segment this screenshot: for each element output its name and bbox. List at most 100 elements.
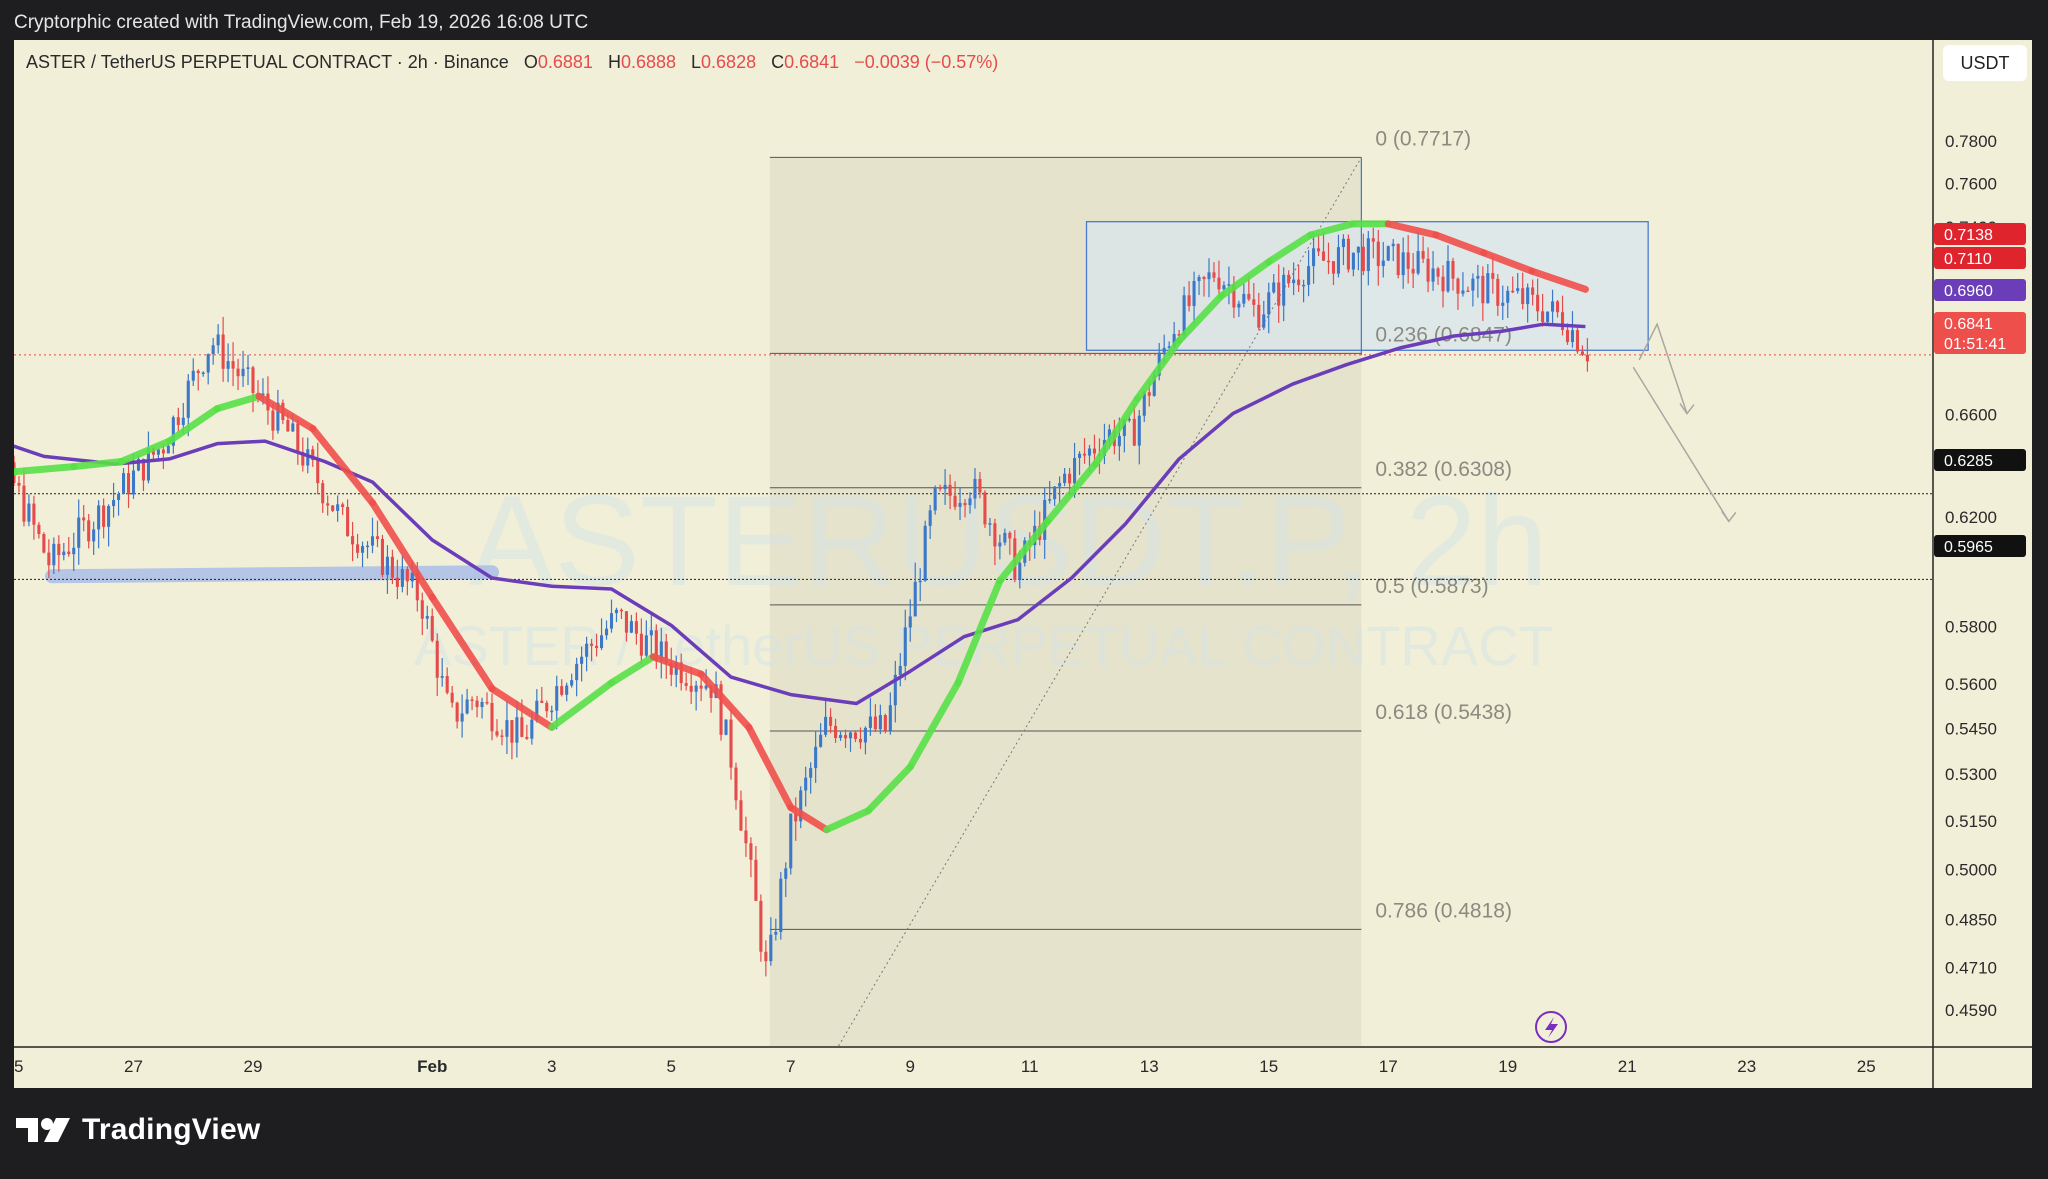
candle-body bbox=[246, 367, 250, 369]
support-zone[interactable] bbox=[45, 565, 499, 584]
candle-body bbox=[1217, 277, 1221, 290]
candle-body bbox=[390, 556, 394, 578]
ma-fast-segment bbox=[787, 803, 831, 834]
candle-body bbox=[296, 423, 300, 452]
open-label: O bbox=[523, 52, 538, 72]
symbol-legend: ASTER / TetherUS PERPETUAL CONTRACT · 2h… bbox=[26, 52, 998, 73]
candle-body bbox=[659, 641, 663, 662]
candle-body bbox=[699, 685, 703, 689]
candle-body bbox=[261, 393, 265, 396]
candle-body bbox=[1292, 279, 1296, 284]
candle-body bbox=[1416, 251, 1420, 274]
time-tick-label: 17 bbox=[1379, 1057, 1398, 1076]
candle-body bbox=[868, 716, 872, 728]
candle-body bbox=[1297, 279, 1301, 286]
candle-body bbox=[1302, 284, 1306, 287]
candle-body bbox=[520, 717, 524, 737]
candle-body bbox=[565, 685, 569, 695]
ma-slow-line bbox=[14, 322, 1586, 706]
attribution-text: Cryptorphic created with TradingView.com… bbox=[14, 12, 589, 33]
price-chart[interactable]: ASTERUSDT.P, 2h ASTER / TetherUS PERPETUA… bbox=[14, 40, 2032, 1088]
candle-body bbox=[1565, 329, 1570, 343]
candle-body bbox=[420, 600, 424, 619]
candle-body bbox=[146, 448, 150, 481]
price-badge-text: 0.7110 bbox=[1944, 251, 1992, 268]
time-tick-label: 25 bbox=[14, 1057, 23, 1076]
lightning-icon[interactable] bbox=[1535, 1011, 1567, 1043]
candle-body bbox=[326, 503, 330, 506]
price-badge-text: 0.7138 bbox=[1944, 227, 1993, 244]
candle-body bbox=[1371, 238, 1375, 242]
candle-body bbox=[809, 768, 813, 778]
candle-body bbox=[1511, 290, 1515, 293]
candle-body bbox=[1570, 330, 1575, 343]
candle-body bbox=[1187, 295, 1191, 307]
candle-body bbox=[968, 498, 972, 506]
candle-body bbox=[540, 700, 544, 703]
candle-body bbox=[1481, 275, 1485, 304]
projection-arrow[interactable] bbox=[1632, 366, 1730, 522]
candle-body bbox=[82, 517, 86, 521]
candle-body bbox=[1058, 483, 1062, 487]
tradingview-logo[interactable]: TradingView bbox=[16, 1113, 260, 1147]
candle-body bbox=[595, 645, 599, 649]
candle-body bbox=[1117, 435, 1121, 447]
chart-panel[interactable]: ASTERUSDT.P, 2h ASTER / TetherUS PERPETUA… bbox=[14, 40, 2032, 1088]
candle-body bbox=[1496, 278, 1500, 306]
candle-body bbox=[1147, 392, 1151, 396]
candle-body bbox=[848, 732, 853, 739]
candle-body bbox=[1471, 278, 1475, 291]
candle-body bbox=[1167, 346, 1171, 348]
candle-body bbox=[206, 354, 210, 373]
change-value: −0.0039 (−0.57%) bbox=[854, 52, 999, 72]
candle-body bbox=[948, 484, 952, 496]
price-badge-countdown: 01:51:41 bbox=[1944, 336, 2006, 353]
candle-body bbox=[131, 470, 136, 495]
time-tick-label: 27 bbox=[124, 1057, 143, 1076]
candle-body bbox=[271, 410, 275, 431]
candle-body bbox=[17, 482, 21, 486]
ma-fast-segment bbox=[954, 577, 1004, 687]
candle-body bbox=[1456, 278, 1460, 294]
price-tick-label: 0.5300 bbox=[1945, 765, 1997, 784]
currency-button[interactable]: USDT bbox=[1943, 45, 2027, 81]
ma-fast-segment bbox=[118, 437, 173, 465]
price-tick-label: 0.5800 bbox=[1945, 617, 1997, 636]
candle-body bbox=[375, 536, 380, 540]
candle-body bbox=[460, 713, 464, 722]
projection-arrow[interactable] bbox=[1638, 322, 1688, 414]
fib-level-label: 0 (0.7717) bbox=[1375, 127, 1471, 150]
ma-fast-segment bbox=[1044, 460, 1099, 525]
candle-body bbox=[794, 813, 798, 822]
candle-body bbox=[545, 702, 549, 712]
candle-body bbox=[1307, 266, 1311, 285]
price-tick-label: 0.5600 bbox=[1945, 675, 1997, 694]
candle-body bbox=[1531, 287, 1535, 295]
candle-body bbox=[57, 543, 61, 556]
lightning-bolt-icon bbox=[1545, 1017, 1558, 1038]
price-badge bbox=[1934, 279, 2026, 301]
candle-body bbox=[843, 735, 848, 739]
candle-body bbox=[161, 449, 165, 454]
candle-body bbox=[1341, 238, 1345, 248]
candle-body bbox=[679, 662, 683, 684]
high-value: 0.6888 bbox=[620, 52, 676, 72]
candle-body bbox=[107, 506, 111, 527]
candle-body bbox=[450, 692, 454, 703]
ma-fast-segment bbox=[1432, 231, 1488, 257]
candle-body bbox=[211, 345, 215, 355]
candle-body bbox=[729, 719, 733, 768]
candle-body bbox=[1555, 301, 1560, 313]
candle-body bbox=[1257, 304, 1261, 328]
candle-body bbox=[1441, 276, 1445, 292]
candle-body bbox=[430, 616, 434, 641]
candle-body bbox=[1491, 273, 1495, 279]
candle-body bbox=[1232, 284, 1236, 308]
candle-body bbox=[405, 569, 409, 582]
candle-body bbox=[301, 451, 305, 466]
candle-body bbox=[789, 813, 793, 869]
candle-body bbox=[838, 735, 843, 738]
price-tick-label: 0.6200 bbox=[1945, 508, 1997, 527]
candle-body bbox=[1396, 243, 1400, 276]
candle-body bbox=[216, 334, 220, 346]
